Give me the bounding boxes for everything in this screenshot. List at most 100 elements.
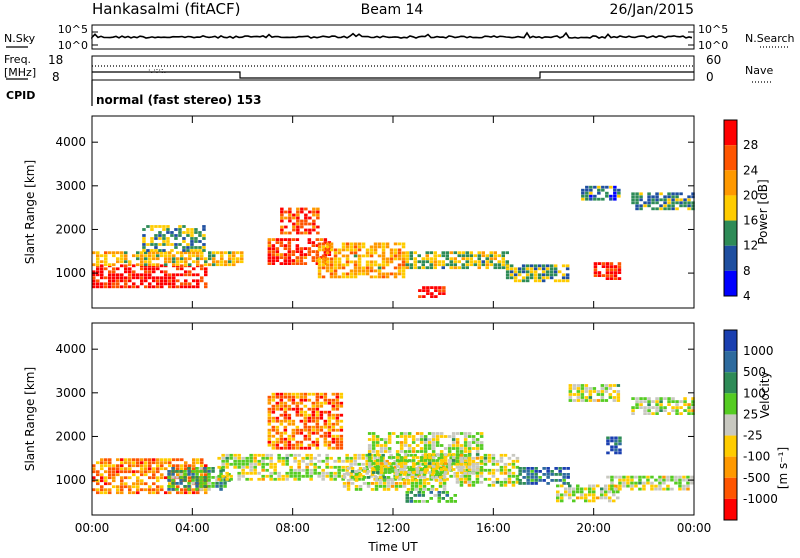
power-region-9 bbox=[593, 262, 622, 280]
velocity-panel: 1000 2000 3000 4000 00:00 04:00 08:00 12:00 16:… bbox=[23, 322, 790, 535]
velocity-colorbar-swatch-7 bbox=[724, 477, 737, 499]
noise-panel: 10^5 10^0 10^5 10^0 N.Sky N.Search bbox=[4, 23, 795, 52]
velocity-region-12 bbox=[568, 384, 621, 402]
freq-tick-low: 8 bbox=[52, 70, 60, 84]
velocity-colorbar-swatch-4 bbox=[724, 414, 737, 436]
nsearch-label: N.Search bbox=[745, 32, 795, 45]
velocity-colorbar-tick-0: 1000 bbox=[743, 344, 774, 358]
x-tick-6: 00:00 bbox=[677, 521, 712, 535]
velocity-ytick-2: 3000 bbox=[55, 386, 86, 400]
power-colorbar-tick-4: 12 bbox=[743, 239, 758, 253]
power-colorbar-swatch-6 bbox=[724, 270, 737, 296]
beam-title: Beam 14 bbox=[361, 2, 424, 18]
velocity-colorbar-tick-6: -500 bbox=[743, 471, 770, 485]
power-ytick-1: 2000 bbox=[55, 222, 86, 236]
velocity-region-8 bbox=[518, 467, 570, 485]
nsky-label: N.Sky bbox=[4, 32, 36, 45]
power-colorbar-swatch-3 bbox=[724, 195, 737, 221]
velocity-colorbar-tick-2: 100 bbox=[743, 386, 766, 400]
velocity-ylabel: Slant Range [km] bbox=[23, 367, 37, 471]
station-title: Hankasalmi (fitACF) bbox=[92, 0, 240, 18]
velocity-region-1 bbox=[167, 467, 231, 491]
power-colorbar-tick-6: 4 bbox=[743, 289, 751, 303]
x-tick-2: 08:00 bbox=[275, 521, 310, 535]
noise-tick-high-left: 10^5 bbox=[58, 23, 88, 36]
power-colorbar-tick-2: 20 bbox=[743, 188, 758, 202]
power-ytick-0: 1000 bbox=[55, 266, 86, 280]
power-region-1 bbox=[92, 251, 244, 267]
velocity-colorbar-tick-7: -1000 bbox=[743, 492, 778, 506]
x-axis-label: Time UT bbox=[367, 540, 418, 554]
power-ytick-3: 4000 bbox=[55, 135, 86, 149]
freq-label-line1: Freq. bbox=[4, 53, 31, 66]
freq-tick-high: 18 bbox=[48, 53, 63, 67]
nave-tick-high: 60 bbox=[706, 53, 721, 67]
cpid-text: normal (fast stereo) 153 bbox=[96, 93, 262, 107]
velocity-colorbar-label: Velocity bbox=[758, 371, 772, 418]
velocity-colorbar-tick-5: -100 bbox=[743, 450, 770, 464]
power-region-3 bbox=[267, 238, 332, 265]
date-title: 26/Jan/2015 bbox=[610, 2, 694, 18]
power-region-10 bbox=[631, 192, 695, 211]
noise-tick-high-right: 10^5 bbox=[698, 23, 728, 36]
velocity-colorbar-swatch-6 bbox=[724, 456, 737, 478]
power-region-6 bbox=[405, 251, 509, 270]
power-colorbar-label: Power [dB] bbox=[756, 179, 770, 244]
velocity-colorbar-swatch-1 bbox=[724, 351, 737, 373]
nave-tick-low: 0 bbox=[706, 70, 714, 84]
freq-label-line2: [MHz] bbox=[4, 66, 36, 79]
x-tick-3: 12:00 bbox=[376, 521, 411, 535]
velocity-region-13 bbox=[606, 436, 622, 455]
power-colorbar-swatch-4 bbox=[724, 220, 737, 246]
velocity-region-3 bbox=[267, 392, 344, 450]
power-colorbar-swatch-0 bbox=[724, 120, 737, 146]
velocity-colorbar-unit: [m s⁻¹] bbox=[776, 447, 790, 489]
velocity-colorbar-tick-4: -25 bbox=[743, 429, 763, 443]
velocity-colorbar-tick-1: 500 bbox=[743, 365, 766, 379]
velocity-region-7 bbox=[455, 453, 520, 487]
nave-label: Nave bbox=[745, 64, 773, 77]
power-ylabel: Slant Range [km] bbox=[23, 160, 37, 264]
power-colorbar-tick-0: 28 bbox=[743, 138, 758, 152]
power-region-2 bbox=[142, 225, 206, 252]
velocity-colorbar: 1000 500 100 25 -25 -100 -500 -1000 bbox=[723, 329, 778, 521]
x-tick-5: 20:00 bbox=[576, 521, 611, 535]
power-marks bbox=[92, 185, 695, 298]
noise-tick-low-left: 10^0 bbox=[58, 39, 88, 52]
cpid-label: CPID bbox=[6, 89, 35, 102]
power-region-4 bbox=[280, 207, 320, 235]
velocity-region-9 bbox=[556, 484, 620, 503]
power-colorbar-swatch-5 bbox=[724, 245, 737, 271]
noise-sky-trace bbox=[91, 31, 693, 40]
power-colorbar: 28 24 20 16 12 8 4 bbox=[723, 119, 758, 303]
x-tick-0: 00:00 bbox=[75, 521, 110, 535]
power-panel: 1000 2000 3000 4000 Slant Range [km] 28 24 20… bbox=[23, 115, 770, 309]
power-colorbar-tick-5: 8 bbox=[743, 264, 751, 278]
power-ytick-2: 3000 bbox=[55, 179, 86, 193]
velocity-region-6 bbox=[405, 491, 457, 503]
power-colorbar-swatch-2 bbox=[724, 170, 737, 196]
velocity-region-11 bbox=[631, 397, 695, 415]
velocity-colorbar-swatch-3 bbox=[724, 393, 737, 415]
velocity-region-10 bbox=[606, 475, 694, 491]
noise-tick-low-right: 10^0 bbox=[698, 39, 728, 52]
x-tick-4: 16:00 bbox=[476, 521, 511, 535]
power-region-11 bbox=[581, 185, 621, 201]
power-colorbar-tick-3: 16 bbox=[743, 214, 758, 228]
velocity-colorbar-swatch-5 bbox=[724, 435, 737, 457]
velocity-ytick-0: 1000 bbox=[55, 473, 86, 487]
velocity-marks bbox=[92, 384, 695, 503]
power-region-8 bbox=[505, 264, 570, 283]
power-colorbar-swatch-1 bbox=[724, 145, 737, 171]
velocity-ytick-3: 4000 bbox=[55, 342, 86, 356]
velocity-colorbar-swatch-2 bbox=[724, 372, 737, 394]
power-region-7 bbox=[418, 286, 446, 298]
velocity-colorbar-tick-3: 25 bbox=[743, 407, 758, 421]
power-colorbar-tick-1: 24 bbox=[743, 163, 758, 177]
velocity-colorbar-swatch-8 bbox=[724, 498, 737, 520]
power-region-5 bbox=[317, 242, 406, 279]
x-tick-1: 04:00 bbox=[175, 521, 210, 535]
freq-dots: ·.·:·:. bbox=[148, 66, 166, 75]
cpid-panel: CPID normal (fast stereo) 153 bbox=[6, 80, 262, 107]
